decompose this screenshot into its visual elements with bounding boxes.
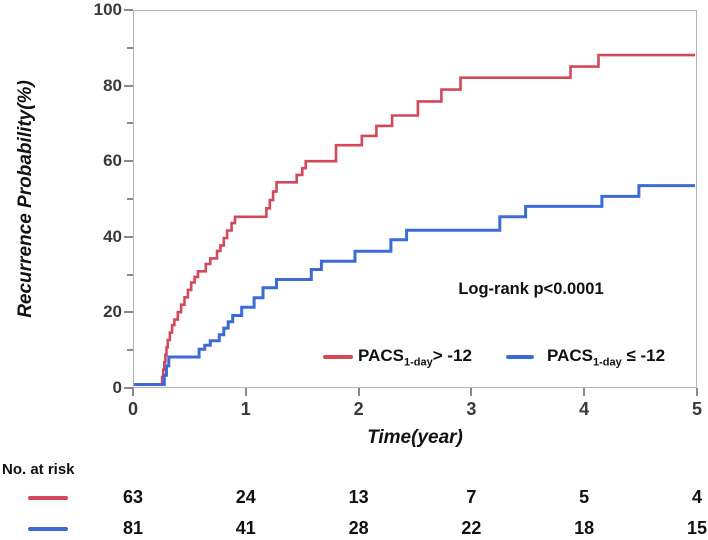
y-axis-tick-label: 80 xyxy=(103,75,122,95)
x-axis-tick-label: 3 xyxy=(466,399,477,419)
at-risk-count: 81 xyxy=(122,518,144,538)
y-axis-minor-tick xyxy=(127,122,133,125)
plot-area: Log-rank p<0.0001 PACS1-day> -12 PACS1-d… xyxy=(133,10,697,388)
legend-label-red: PACS1-day> -12 xyxy=(358,346,472,368)
at-risk-count: 28 xyxy=(348,518,369,538)
x-axis-tick xyxy=(244,388,247,396)
y-axis-tick-label: 0 xyxy=(112,378,122,397)
curve-blue xyxy=(134,184,695,386)
x-axis-tick xyxy=(357,388,360,396)
legend-red-suffix: > -12 xyxy=(432,346,472,365)
risk-row-marker-red xyxy=(28,496,68,500)
y-axis-tick-label: 20 xyxy=(103,302,122,322)
y-axis-major-tick xyxy=(124,235,133,238)
legend-blue-subscript: 1-day xyxy=(592,356,622,369)
at-risk-count: 63 xyxy=(122,487,144,507)
log-rank-annotation: Log-rank p<0.0001 xyxy=(458,280,604,298)
x-axis-tick xyxy=(583,388,586,396)
x-axis-tick xyxy=(696,388,698,396)
y-axis-major-tick xyxy=(124,311,133,314)
x-axis-tick xyxy=(132,388,134,396)
y-axis-major-tick xyxy=(124,9,133,11)
y-axis-tick-label: 60 xyxy=(103,151,122,171)
x-axis-tick-label: 0 xyxy=(127,399,138,419)
at-risk-count: 41 xyxy=(235,518,256,538)
curve-red xyxy=(134,53,695,386)
at-risk-count: 4 xyxy=(691,487,702,507)
y-axis-major-tick xyxy=(124,160,133,163)
risk-row-marker-blue xyxy=(28,527,68,531)
at-risk-count: 5 xyxy=(579,487,590,507)
legend-blue-suffix: ≤ -12 xyxy=(621,346,666,365)
legend-line-red xyxy=(323,355,353,359)
x-axis-tick xyxy=(470,388,473,396)
at-risk-label: No. at risk xyxy=(2,461,75,478)
y-axis-tick-label: 40 xyxy=(103,226,122,246)
y-axis-title: Recurrence Probability(%) xyxy=(15,80,36,318)
y-axis-major-tick xyxy=(124,84,133,87)
survival-curves xyxy=(134,53,695,386)
y-axis-minor-tick xyxy=(127,349,133,352)
legend-line-blue xyxy=(506,355,534,359)
x-axis-tick-label: 2 xyxy=(353,399,364,419)
y-axis-major-tick xyxy=(124,387,133,389)
y-axis-minor-tick xyxy=(127,198,133,200)
at-risk-count: 18 xyxy=(574,518,595,538)
at-risk-count: 24 xyxy=(235,487,256,507)
legend-label-blue: PACS1-day ≤ -12 xyxy=(547,346,665,368)
at-risk-count: 22 xyxy=(461,518,482,538)
at-risk-count: 15 xyxy=(686,518,708,538)
x-axis-tick-label: 4 xyxy=(579,399,590,419)
x-axis-tick-label: 5 xyxy=(691,399,702,419)
x-axis-tick-label: 1 xyxy=(240,399,251,419)
legend-blue-prefix: PACS xyxy=(547,346,593,365)
legend-red-subscript: 1-day xyxy=(403,356,433,369)
legend-red-prefix: PACS xyxy=(358,346,404,365)
y-axis-minor-tick xyxy=(127,46,133,49)
y-axis-minor-tick xyxy=(127,273,133,276)
at-risk-count: 13 xyxy=(348,487,369,507)
y-axis-tick-label: 100 xyxy=(93,0,122,19)
at-risk-count: 7 xyxy=(466,487,477,507)
x-axis-title: Time(year) xyxy=(367,427,463,448)
